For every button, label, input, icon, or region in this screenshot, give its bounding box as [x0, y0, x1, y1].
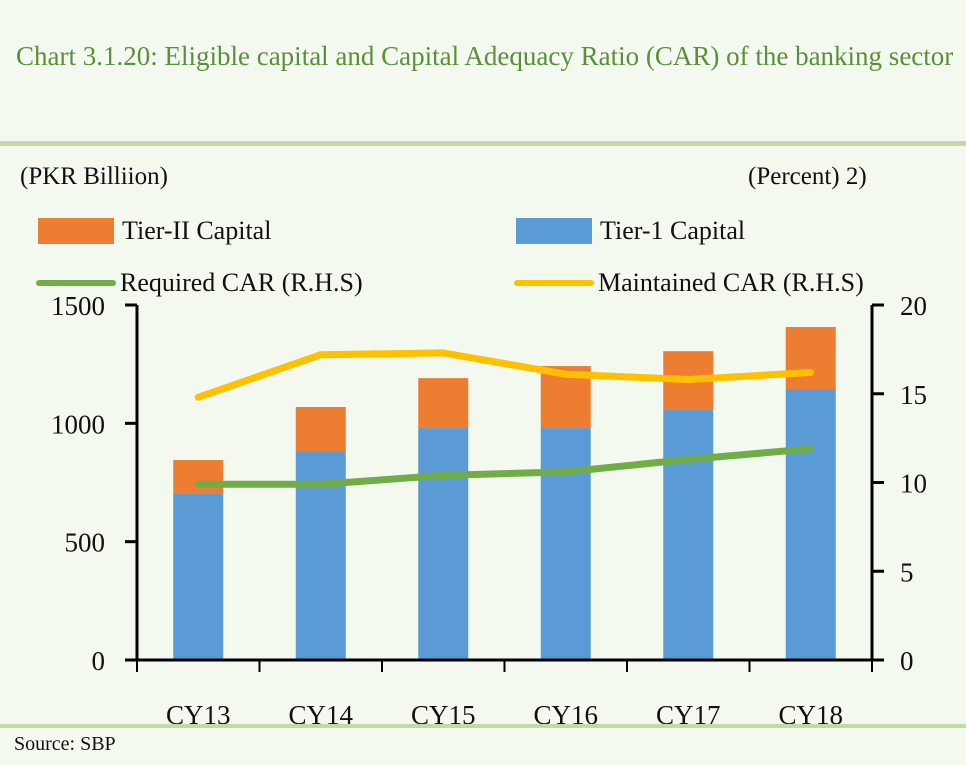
- bar-tier1-cy17: [663, 410, 714, 660]
- legend-line-maintained-car: [514, 280, 594, 286]
- legend-label-tier2: Tier-II Capital: [122, 216, 272, 245]
- legend-swatch-tier1: [516, 218, 592, 244]
- bar-tier2-cy13: [173, 460, 224, 494]
- legend-line-required-car: [36, 280, 116, 286]
- chart-title: Chart 3.1.20: Eligible capital and Capit…: [16, 41, 954, 71]
- bar-tier2-cy15: [418, 378, 469, 429]
- legend-item-required-car: Required CAR (R.H.S): [36, 268, 363, 298]
- right-tick-label: 0: [900, 646, 914, 676]
- source-divider: [0, 724, 966, 728]
- left-axis-unit: (PKR Billiion): [20, 163, 168, 190]
- legend-label-maintained-car: Maintained CAR (R.H.S): [598, 268, 864, 297]
- bar-tier1-cy13: [173, 493, 224, 660]
- left-tick-label: 1500: [51, 291, 105, 321]
- legend-label-tier1: Tier-1 Capital: [600, 216, 746, 245]
- right-tick-label: 20: [900, 291, 927, 321]
- source-note: Source: SBP: [14, 733, 116, 755]
- left-tick-label: 500: [65, 528, 106, 558]
- line-maintained-car: [194, 349, 815, 401]
- right-tick-label: 15: [900, 380, 927, 410]
- legend-item-tier1: Tier-1 Capital: [516, 216, 745, 246]
- legend-item-maintained-car: Maintained CAR (R.H.S): [514, 268, 864, 298]
- bar-tier1-cy16: [540, 428, 591, 660]
- bar-tier1-cy18: [785, 389, 836, 660]
- bar-tier2-cy18: [785, 327, 836, 390]
- legend-item-tier2: Tier-II Capital: [38, 216, 271, 246]
- legend-label-required-car: Required CAR (R.H.S): [120, 268, 363, 297]
- left-tick-label: 0: [92, 646, 106, 676]
- line-required-car: [194, 445, 815, 488]
- bar-tier2-cy14: [295, 407, 346, 452]
- left-tick-label: 1000: [51, 409, 105, 439]
- right-tick-label: 10: [900, 469, 927, 499]
- right-tick-label: 5: [900, 557, 914, 587]
- title-divider: [0, 141, 966, 146]
- right-axis-unit: (Percent) 2): [748, 163, 867, 190]
- bar-tier1-cy15: [418, 428, 469, 660]
- legend-swatch-tier2: [38, 218, 114, 244]
